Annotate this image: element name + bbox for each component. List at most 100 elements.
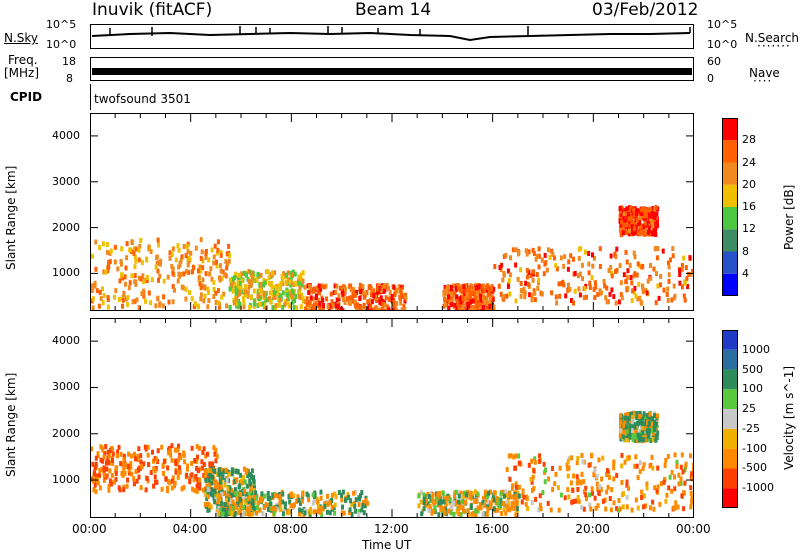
- echo-cell: [300, 495, 304, 501]
- echo-cell: [471, 298, 475, 304]
- echo-cell: [454, 489, 458, 495]
- echo-cell: [203, 502, 207, 507]
- echo-cell: [651, 437, 655, 442]
- echo-cell: [190, 269, 194, 275]
- echo-cell: [656, 413, 659, 419]
- echo-cell: [572, 256, 575, 262]
- echo-cell: [156, 448, 160, 454]
- echo-cell: [620, 480, 624, 485]
- echo-cell: [186, 463, 190, 469]
- freq-tick-bottom: 8: [66, 72, 73, 85]
- echo-cell: [443, 296, 447, 302]
- echo-cell: [234, 286, 238, 292]
- echo-cell: [624, 415, 628, 421]
- echo-cell: [300, 498, 304, 504]
- echo-cell: [457, 493, 461, 499]
- echo-cell: [633, 254, 637, 260]
- echo-cell: [247, 269, 251, 274]
- echo-cell: [629, 218, 633, 224]
- echo-cell: [623, 227, 626, 233]
- echo-cell: [387, 286, 391, 292]
- echo-cell: [173, 483, 176, 489]
- echo-cell: [566, 466, 570, 472]
- echo-cell: [519, 267, 523, 273]
- echo-cell: [651, 499, 655, 505]
- echo-cell: [132, 476, 136, 482]
- echo-cell: [152, 466, 156, 472]
- echo-cell: [255, 277, 259, 283]
- echo-cell: [519, 288, 523, 293]
- echo-cell: [223, 272, 227, 277]
- echo-cell: [499, 498, 502, 504]
- echo-cell: [383, 302, 387, 308]
- echo-cell: [641, 466, 645, 472]
- echo-cell: [636, 261, 640, 267]
- echo-cell: [182, 271, 186, 277]
- echo-cell: [655, 421, 658, 427]
- echo-cell: [118, 487, 122, 493]
- echo-cell: [309, 509, 313, 515]
- echo-cell: [254, 490, 258, 496]
- echo-cell: [551, 487, 555, 492]
- echo-cell: [193, 301, 197, 307]
- echo-cell: [360, 490, 364, 495]
- echo-cell: [449, 510, 453, 516]
- echo-cell: [590, 452, 593, 458]
- echo-cell: [489, 504, 493, 510]
- echo-cell: [583, 459, 587, 465]
- echo-cell: [324, 283, 328, 289]
- echo-cell: [193, 458, 197, 463]
- echo-cell: [213, 488, 217, 494]
- echo-cell: [240, 500, 243, 506]
- echo-cell: [689, 271, 693, 277]
- echo-cell: [278, 501, 282, 507]
- echo-cell: [133, 298, 137, 304]
- echo-cell: [344, 286, 347, 292]
- echo-cell: [101, 458, 105, 464]
- echo-cell: [526, 506, 530, 511]
- echo-cell: [455, 294, 459, 300]
- echo-cell: [681, 469, 685, 475]
- echo-cell: [189, 250, 193, 256]
- echo-cell: [233, 275, 236, 281]
- echo-cell: [321, 307, 325, 311]
- echo-cell: [333, 510, 337, 516]
- echo-cell: [216, 481, 220, 487]
- echo-cell: [618, 433, 622, 439]
- echo-cell: [220, 294, 224, 300]
- echo-cell: [297, 497, 301, 503]
- echo-cell: [617, 299, 621, 305]
- echo-cell: [224, 510, 228, 516]
- echo-cell: [107, 487, 111, 493]
- echo-cell: [545, 267, 549, 273]
- echo-cell: [106, 295, 110, 300]
- echo-cell: [133, 254, 137, 260]
- echo-cell: [612, 461, 616, 467]
- echo-cell: [496, 507, 500, 513]
- echo-cell: [588, 502, 592, 508]
- echo-cell: [214, 299, 218, 305]
- echo-cell: [305, 491, 309, 497]
- echo-cell: [98, 468, 102, 474]
- echo-cell: [102, 269, 106, 275]
- echo-cell: [380, 306, 384, 311]
- echo-cell: [197, 274, 201, 280]
- echo-cell: [595, 481, 599, 487]
- echo-cell: [171, 246, 175, 252]
- echo-cell: [344, 497, 347, 503]
- echo-cell: [639, 434, 643, 440]
- echo-cell: [350, 512, 354, 517]
- echo-cell: [639, 223, 642, 229]
- echo-cell: [641, 421, 645, 427]
- echo-cell: [677, 472, 681, 478]
- echo-cell: [232, 300, 236, 306]
- echo-cell: [524, 501, 528, 507]
- echo-cell: [316, 503, 320, 509]
- echo-cell: [653, 419, 657, 425]
- echo-cell: [650, 230, 654, 236]
- echo-cell: [138, 243, 142, 249]
- echo-cell: [474, 300, 478, 305]
- echo-cell: [465, 295, 469, 301]
- echo-cell: [605, 472, 609, 478]
- echo-cell: [188, 479, 192, 485]
